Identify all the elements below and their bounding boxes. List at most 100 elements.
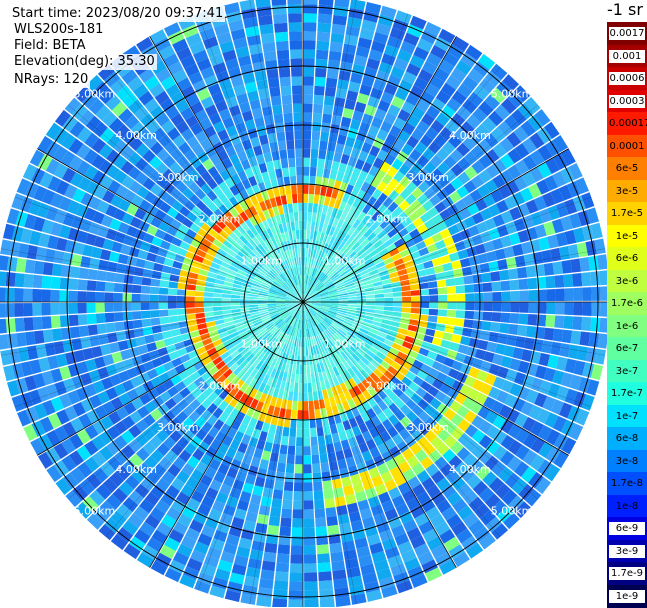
range-gate-cell (298, 392, 303, 401)
range-gate-cell (375, 302, 384, 306)
colorbar-tick-label: 1e-5 (609, 230, 645, 243)
range-gate-cell (588, 255, 599, 270)
range-gate-cell (114, 283, 124, 293)
range-gate-cell (435, 272, 445, 280)
range-gate-cell (275, 32, 289, 42)
range-gate-cell (195, 291, 204, 297)
colorbar-tick-label: 3e-7 (609, 365, 645, 378)
range-gate-cell (114, 293, 123, 302)
range-gate-cell (96, 281, 106, 291)
range-gate-cell (318, 149, 326, 159)
range-gate-cell (277, 50, 290, 60)
range-gate-cell (297, 185, 303, 194)
range-gate-cell (474, 293, 483, 302)
range-gate-cell (582, 287, 591, 301)
range-gate-cell (258, 587, 273, 598)
range-gate-cell (323, 426, 331, 436)
colorbar-tick-label: 6e-5 (609, 162, 645, 175)
range-gate-cell (317, 158, 325, 168)
range-gate-cell (292, 94, 302, 103)
range-gate-cell (280, 517, 291, 527)
range-gate-cell (322, 114, 332, 124)
colorbar-tick-label: 6e-6 (609, 252, 645, 265)
colorbar-tick-label: 3e-6 (609, 275, 645, 288)
range-gate-cell (14, 288, 23, 302)
range-gate-cell (411, 302, 420, 308)
range-gate-cell (274, 480, 284, 490)
range-gate-cell (0, 319, 7, 334)
range-gate-cell (294, 482, 303, 491)
range-gate-cell (95, 303, 104, 313)
range-gate-cell (0, 287, 6, 302)
range-gate-cell (33, 275, 43, 289)
range-gate-cell (41, 289, 50, 302)
range-gate-cell (490, 271, 500, 281)
range-gate-cell (289, 428, 296, 437)
range-gate-cell (150, 295, 159, 302)
range-gate-cell (16, 258, 27, 273)
range-gate-cell (169, 322, 179, 330)
range-gate-cell (325, 434, 333, 444)
range-gate-cell (168, 295, 177, 302)
range-gate-cell (159, 303, 168, 310)
range-gate-cell (312, 122, 321, 132)
range-gate-cell (600, 302, 607, 317)
range-gate-cell (295, 149, 302, 158)
range-gate-cell (316, 50, 329, 60)
range-gate-cell (582, 302, 591, 316)
range-gate-cell (296, 428, 303, 437)
range-gate-cell (276, 41, 289, 51)
range-gate-cell (95, 292, 104, 302)
range-gate-cell (159, 280, 169, 288)
range-gate-cell (23, 288, 32, 302)
range-gate-cell (275, 168, 283, 178)
range-gate-cell (528, 302, 537, 313)
range-gate-cell (79, 268, 89, 280)
range-gate-cell (289, 572, 303, 581)
range-gate-cell (465, 284, 475, 293)
range-gate-cell (272, 598, 287, 607)
range-gate-cell (24, 274, 34, 288)
range-gate-cell (326, 507, 337, 517)
range-gate-cell (590, 271, 600, 286)
range-gate-cell (303, 167, 310, 176)
range-gate-cell (303, 203, 308, 212)
range-gate-cell (300, 365, 303, 374)
range-gate-cell (105, 313, 115, 323)
range-gate-cell (70, 266, 80, 278)
range-gate-cell (303, 103, 313, 112)
range-gate-cell (325, 498, 336, 508)
range-gate-cell (429, 309, 438, 316)
range-gate-cell (50, 290, 59, 302)
range-ring-label: 1.00km (324, 254, 366, 267)
range-gate-cell (331, 115, 341, 125)
range-gate-cell (323, 105, 333, 115)
range-gate-cell (325, 87, 336, 97)
range-gate-cell (303, 31, 316, 40)
range-gate-cell (303, 419, 309, 428)
range-gate-cell (447, 302, 456, 309)
range-gate-cell (195, 297, 204, 302)
range-gate-cell (15, 273, 25, 287)
range-gate-cell (222, 298, 231, 302)
range-gate-cell (546, 302, 555, 314)
range-gate-cell (43, 262, 54, 275)
range-gate-cell (274, 23, 288, 33)
range-gate-cell (296, 446, 303, 455)
range-gate-cell (279, 77, 290, 87)
range-gate-cell (141, 311, 151, 319)
range-gate-cell (321, 123, 331, 133)
range-gate-cell (446, 317, 456, 325)
range-gate-cell (497, 333, 508, 344)
range-gate-cell (297, 419, 303, 428)
range-gate-cell (274, 580, 288, 590)
range-gate-cell (456, 285, 466, 293)
range-gate-cell (24, 317, 34, 331)
range-gate-cell (554, 275, 564, 288)
range-gate-cell (509, 279, 519, 290)
range-gate-cell (204, 302, 213, 307)
range-gate-cell (320, 598, 335, 607)
range-gate-cell (327, 69, 339, 79)
range-gate-cell (303, 131, 311, 140)
range-gate-cell (292, 518, 303, 527)
